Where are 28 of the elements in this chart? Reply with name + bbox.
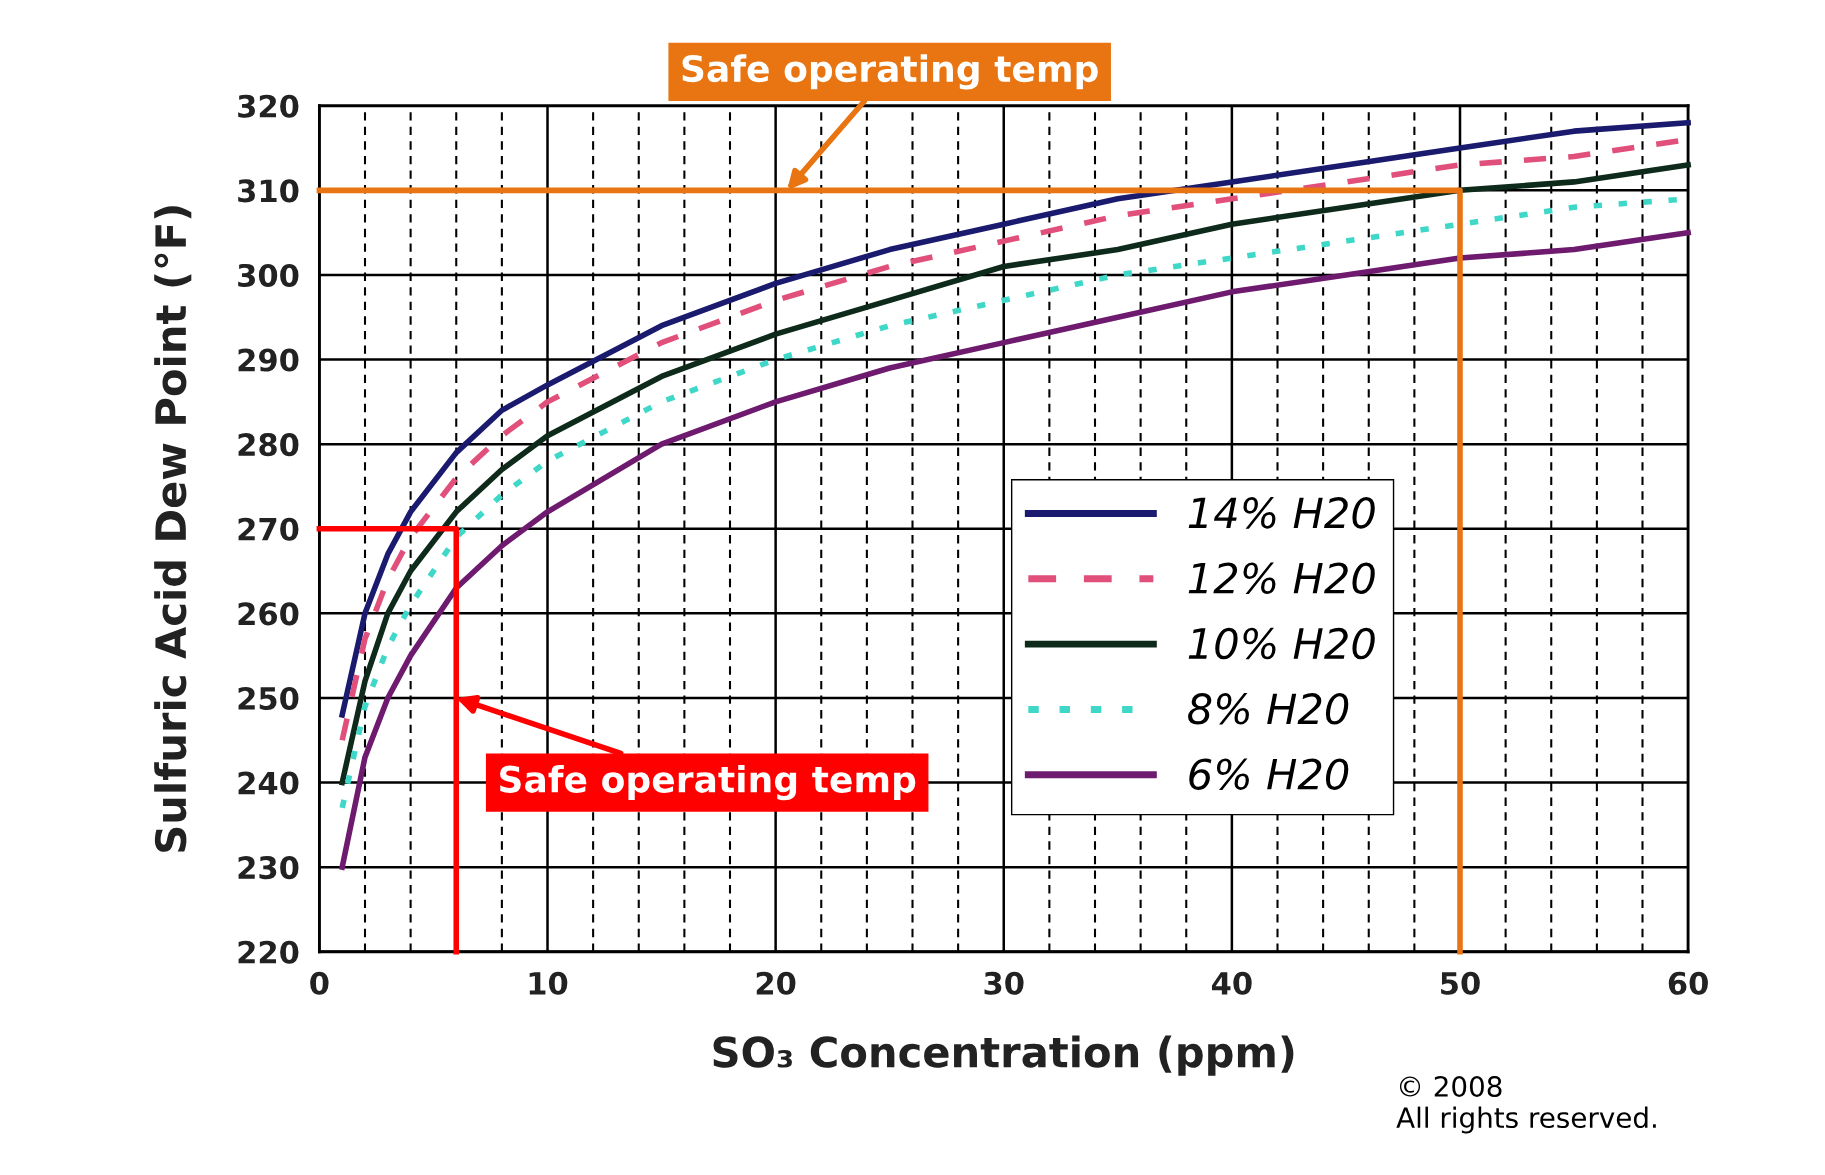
- x-tick-label: 50: [1441, 971, 1480, 995]
- x-tick-label: 0: [310, 971, 329, 995]
- x-tick-label: 60: [1668, 971, 1708, 995]
- y-axis-title: Sulfuric Acid Dew Point (°F): [154, 206, 192, 852]
- y-tick-label: 220: [238, 940, 299, 964]
- annotation: Safe operating temp: [500, 764, 916, 801]
- x-tick-label: 40: [1211, 971, 1252, 995]
- y-tick-label: 310: [238, 179, 299, 203]
- y-tick-label: 270: [238, 517, 299, 541]
- legend-label: 14% H20: [1188, 497, 1375, 529]
- y-tick-label: 250: [238, 686, 299, 710]
- y-tick-label: 260: [238, 602, 299, 626]
- legend-label: 8% H20: [1188, 693, 1349, 725]
- x-tick-label: 10: [529, 971, 568, 995]
- y-tick-label: 300: [238, 263, 299, 287]
- y-tick-label: 320: [238, 94, 299, 118]
- y-tick-label: 280: [238, 433, 299, 457]
- x-axis-title: SO₃ Concentration (ppm): [713, 1035, 1294, 1076]
- legend-label: 6% H20: [1189, 758, 1349, 790]
- legend-label: 10% H20: [1188, 627, 1375, 660]
- y-tick-label: 290: [238, 348, 299, 372]
- legend-label: 12% H20: [1188, 562, 1375, 594]
- x-tick-label: 20: [756, 971, 796, 995]
- x-tick-label: 30: [984, 971, 1024, 995]
- y-tick-label: 230: [238, 856, 299, 880]
- annotation: Safe operating temp: [682, 54, 1098, 90]
- y-tick-label: 240: [238, 771, 299, 795]
- text: © 2008 All rights reserved.: [1396, 1076, 1656, 1134]
